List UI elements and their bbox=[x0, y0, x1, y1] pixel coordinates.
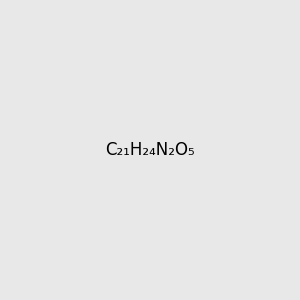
Text: C₂₁H₂₄N₂O₅: C₂₁H₂₄N₂O₅ bbox=[105, 141, 195, 159]
